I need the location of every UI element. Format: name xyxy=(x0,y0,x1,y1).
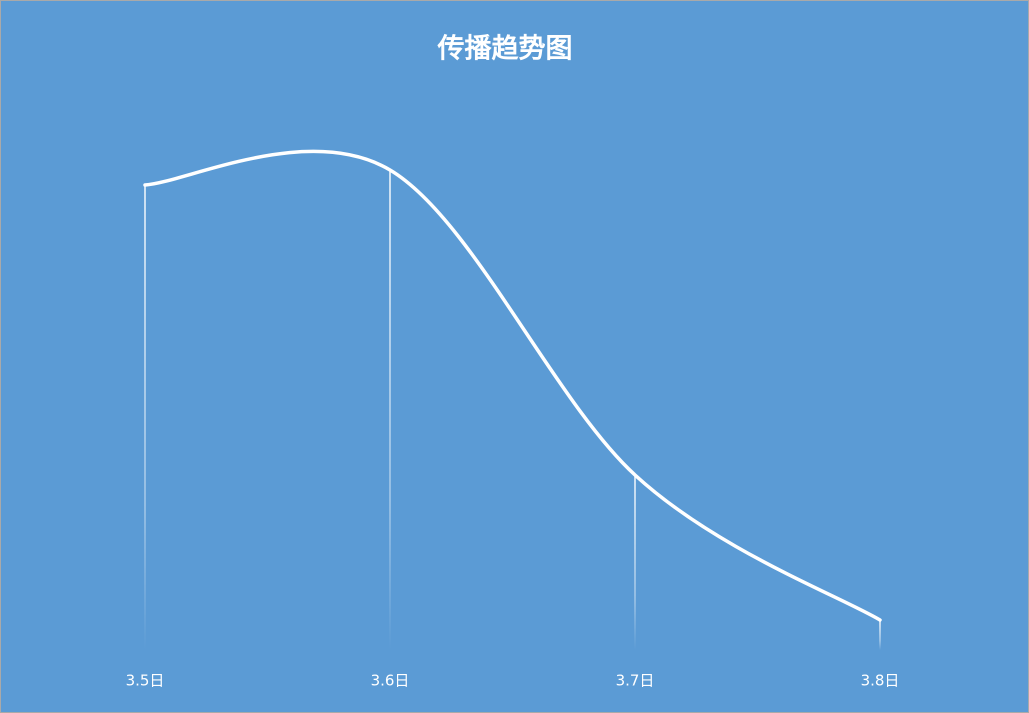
drop-line xyxy=(389,170,391,650)
x-tick-label: 3.7日 xyxy=(616,672,655,690)
x-tick-label: 3.8日 xyxy=(861,672,900,690)
drop-line xyxy=(879,620,881,650)
drop-line xyxy=(144,185,146,650)
x-tick-label: 3.5日 xyxy=(126,672,165,690)
line xyxy=(143,149,882,622)
x-tick-label: 3.6日 xyxy=(371,672,410,690)
chart-title: 传播趋势图 xyxy=(437,34,573,65)
drop-line xyxy=(634,475,636,650)
